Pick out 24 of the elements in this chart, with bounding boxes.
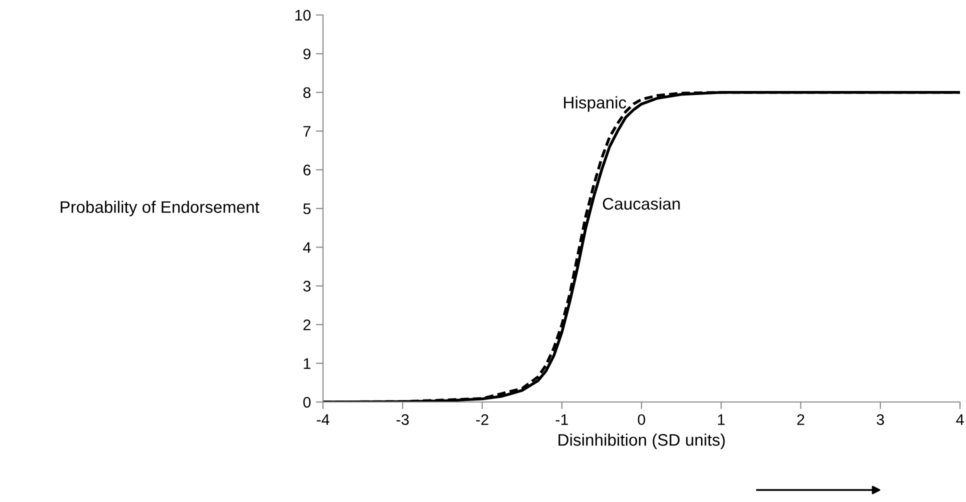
y-tick-label: 6 bbox=[303, 164, 311, 176]
x-tick-label: -1 bbox=[556, 414, 568, 425]
series-label: Caucasian bbox=[602, 197, 680, 210]
y-tick-label: 0 bbox=[303, 396, 311, 408]
x-tick-label: 3 bbox=[876, 414, 884, 426]
y-tick-label: 7 bbox=[303, 126, 310, 137]
x-axis-title: Disinhibition (SD units) bbox=[558, 434, 725, 450]
y-tick-label: 2 bbox=[303, 319, 310, 330]
y-tick-label: 4 bbox=[303, 242, 311, 253]
y-tick-label: 3 bbox=[303, 280, 311, 292]
y-tick-label: 9 bbox=[303, 48, 310, 60]
y-axis-title: Probability of Endorsement bbox=[60, 200, 260, 216]
y-tick-label: 1 bbox=[304, 358, 310, 369]
x-tick-label: 1 bbox=[718, 414, 725, 425]
x-tick-label: -2 bbox=[476, 414, 488, 425]
x-tick-label: 2 bbox=[797, 414, 804, 425]
x-tick-label: 0 bbox=[638, 414, 646, 426]
x-tick-label: -4 bbox=[316, 414, 330, 425]
y-tick-label: 10 bbox=[295, 10, 311, 21]
x-tick-label: -3 bbox=[396, 414, 409, 426]
x-tick-label: 4 bbox=[956, 414, 964, 425]
y-tick-label: 8 bbox=[303, 87, 311, 98]
series-label: Hispanic bbox=[564, 96, 626, 112]
y-tick-label: 5 bbox=[303, 204, 311, 214]
